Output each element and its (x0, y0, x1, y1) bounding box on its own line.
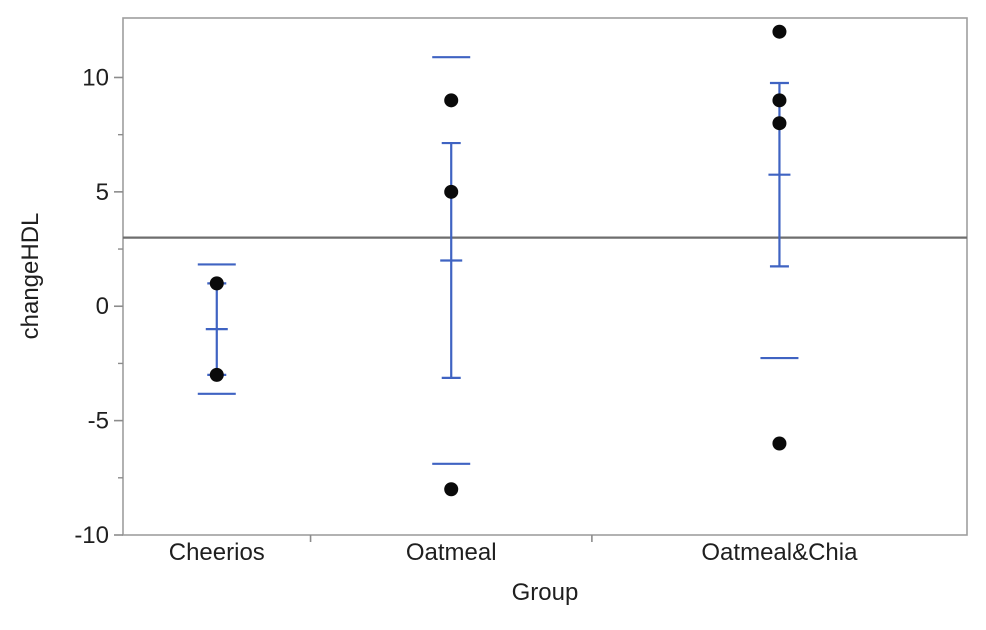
x-tick-label: Oatmeal&Chia (701, 539, 858, 566)
x-tick-label: Cheerios (169, 539, 265, 566)
data-point[interactable] (444, 482, 459, 497)
data-point[interactable] (209, 367, 224, 382)
data-point[interactable] (772, 93, 787, 108)
data-point[interactable] (444, 184, 459, 199)
y-tick-label: -5 (88, 408, 109, 435)
data-point[interactable] (772, 116, 787, 131)
data-point[interactable] (772, 436, 787, 451)
y-axis-title: changeHDL (17, 212, 44, 340)
y-tick-label: 10 (82, 64, 109, 91)
data-point[interactable] (209, 276, 224, 291)
x-tick-label: Oatmeal (406, 539, 497, 566)
y-tick-label: 0 (96, 293, 109, 320)
x-axis-title: Group (511, 579, 579, 606)
y-tick-label: -10 (74, 522, 109, 549)
data-point[interactable] (772, 24, 787, 39)
data-point[interactable] (444, 93, 459, 108)
plot-frame (122, 17, 968, 536)
y-tick-label: 5 (96, 179, 109, 206)
